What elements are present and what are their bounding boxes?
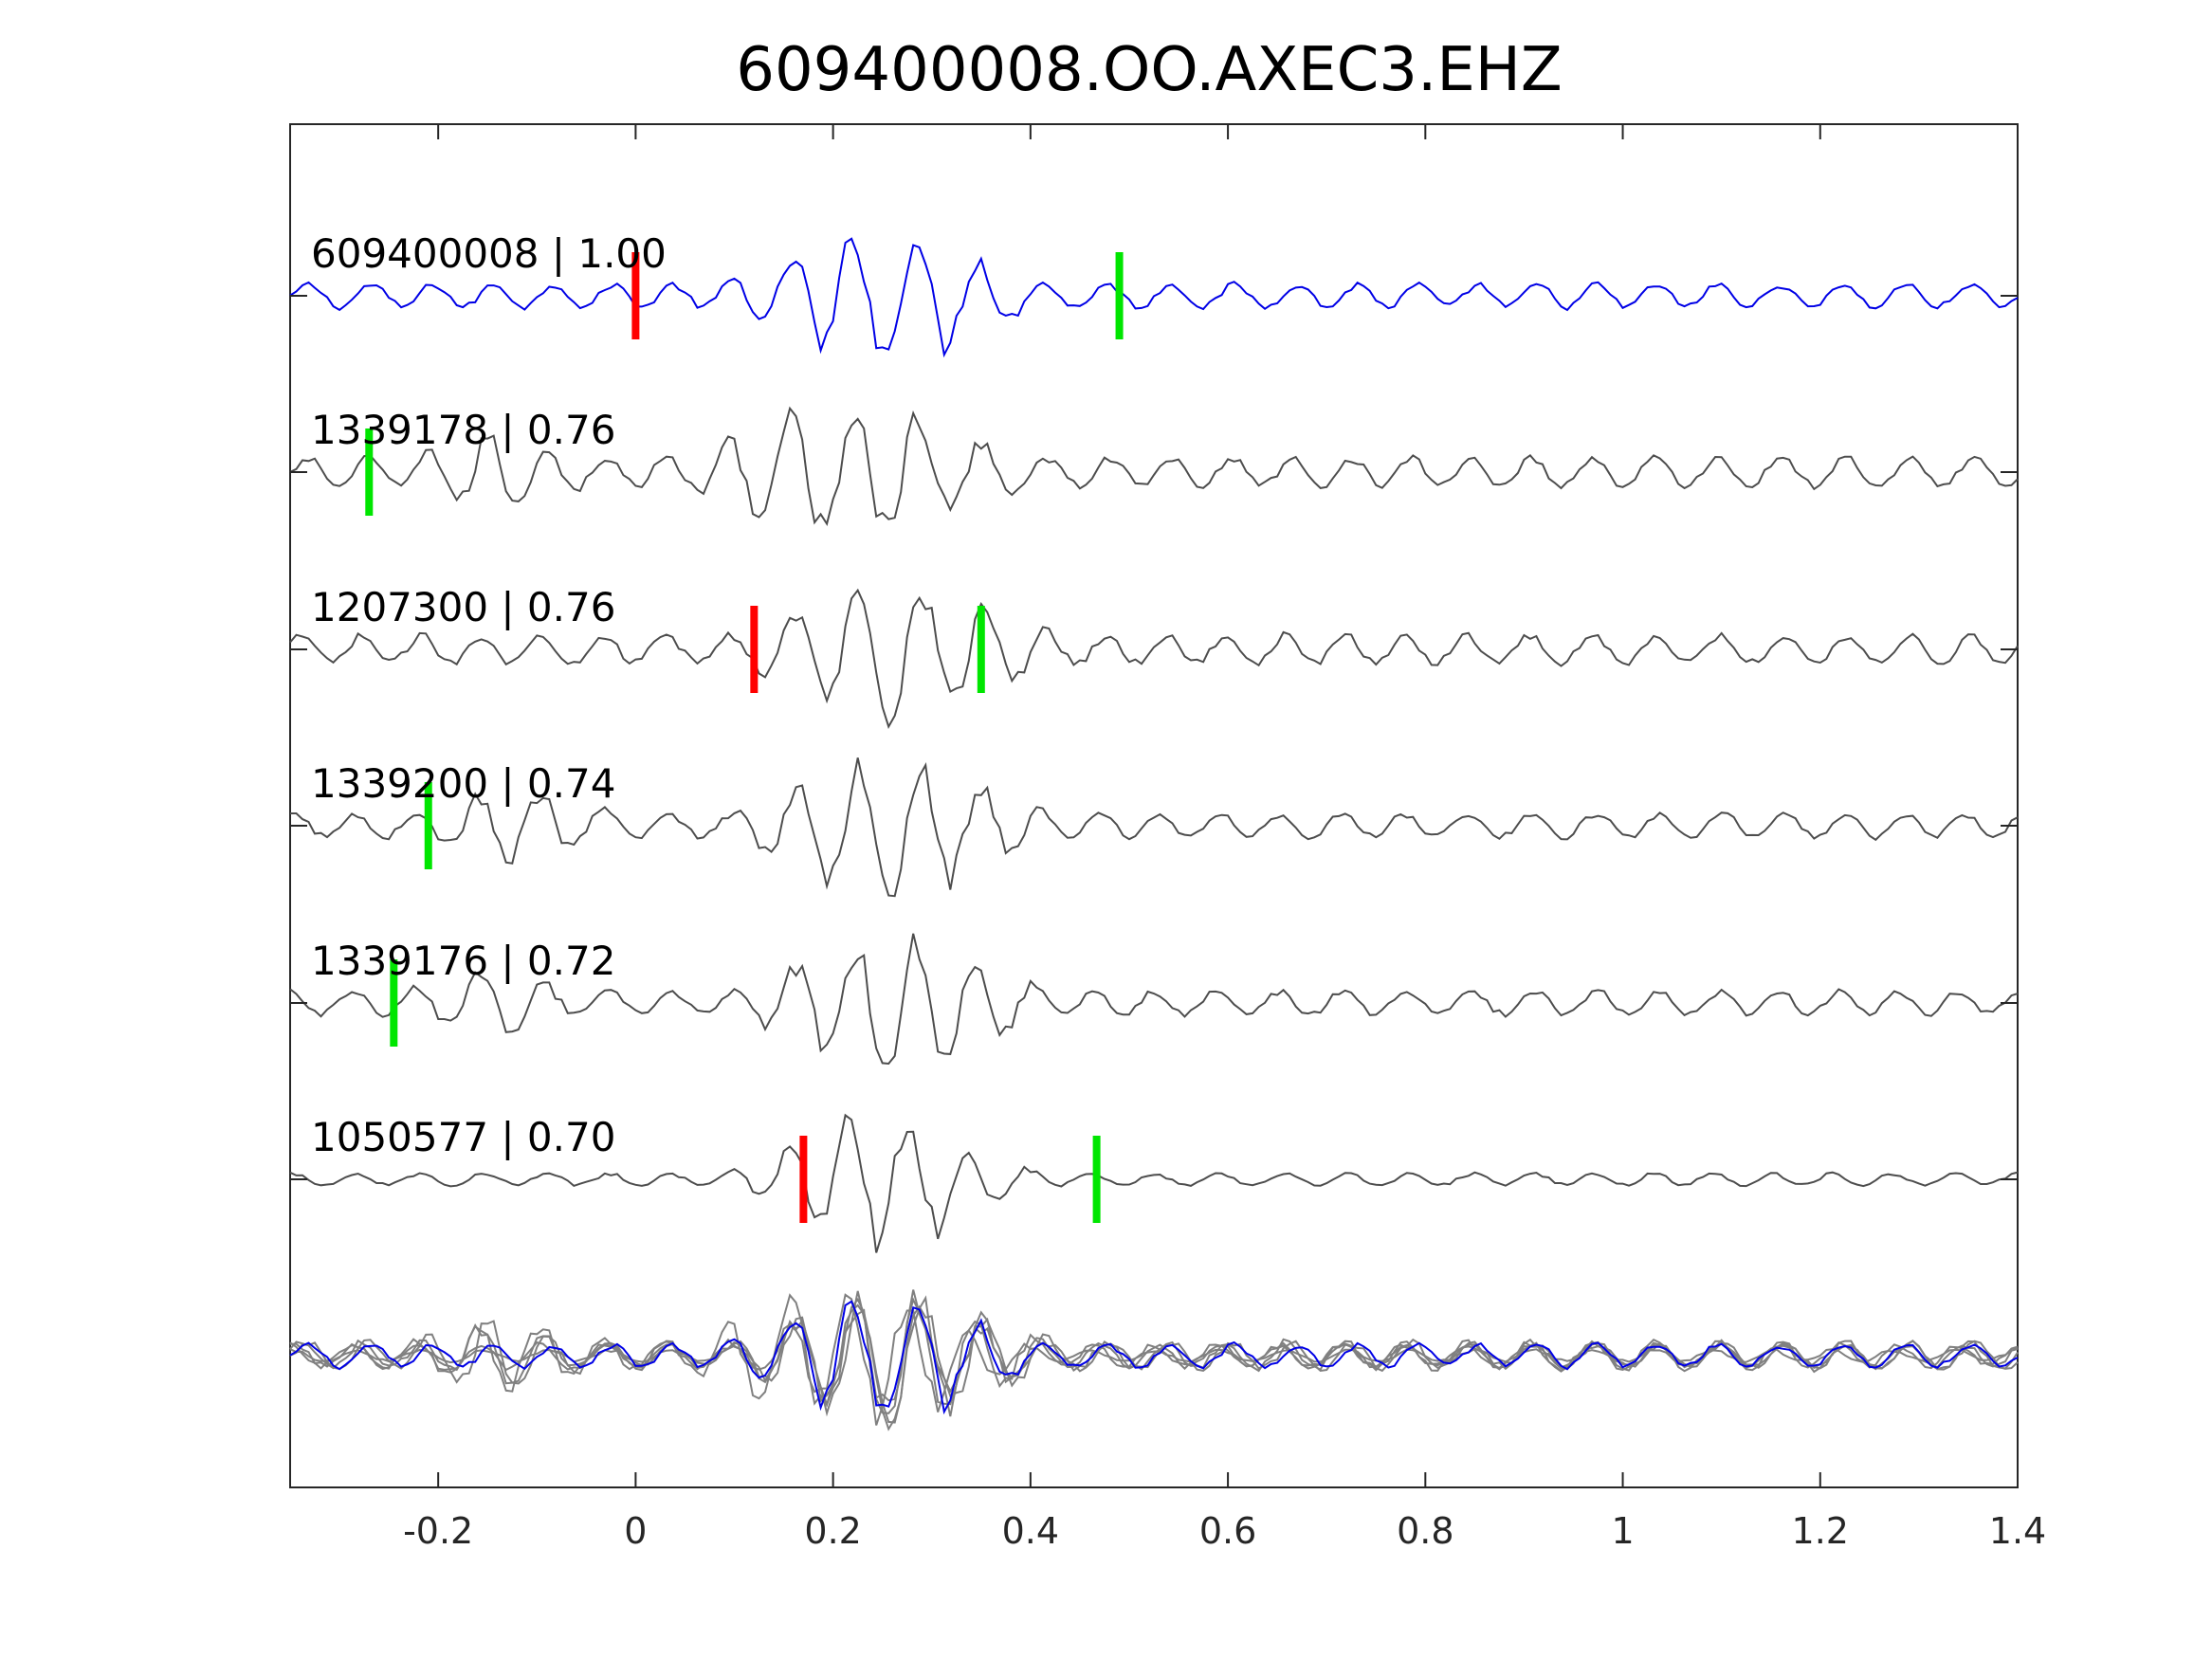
trace-label: 1339200 | 0.74 bbox=[311, 760, 615, 807]
x-axis-ticks: -0.2 0 0.2 0.4 0.6 0.8 1 1.2 1.4 bbox=[403, 124, 2046, 1552]
x-tick-label: 0 bbox=[624, 1510, 647, 1552]
x-tick-label: 0.8 bbox=[1397, 1510, 1453, 1552]
plot-frame bbox=[289, 123, 2019, 1488]
x-tick-label: 1.2 bbox=[1792, 1510, 1849, 1552]
trace-label: 609400008 | 1.00 bbox=[311, 230, 667, 277]
x-tick-label: 0.6 bbox=[1199, 1510, 1256, 1552]
overlay-trace-line bbox=[289, 1293, 2019, 1426]
x-tick-label: 1 bbox=[1611, 1510, 1634, 1552]
trace-line bbox=[290, 757, 2019, 898]
trace-line bbox=[289, 237, 2019, 358]
trace-label: 1050577 | 0.70 bbox=[311, 1114, 615, 1160]
trace-label: 1207300 | 0.76 bbox=[311, 584, 615, 630]
trace-line bbox=[289, 933, 2019, 1066]
x-tick-label: 0.2 bbox=[804, 1510, 861, 1552]
x-tick-label: -0.2 bbox=[403, 1510, 473, 1552]
trace-label: 1339178 | 0.76 bbox=[311, 407, 615, 453]
x-tick-label: 0.4 bbox=[1002, 1510, 1059, 1552]
trace-labels: 609400008 | 1.00 1339178 | 0.76 1207300 | … bbox=[311, 230, 667, 1160]
x-tick-label: 1.4 bbox=[1989, 1510, 2046, 1552]
trace-group bbox=[289, 237, 2019, 1253]
trace-line bbox=[289, 406, 2019, 526]
overlay-group bbox=[289, 1289, 2019, 1431]
chart-title: 609400008.OO.AXEC3.EHZ bbox=[736, 35, 1563, 105]
pick-markers bbox=[365, 252, 1124, 1223]
trace-line bbox=[289, 588, 2019, 729]
overlay-trace-line bbox=[289, 1297, 2019, 1431]
overlay-trace-line bbox=[289, 1300, 2019, 1415]
trace-label: 1339176 | 0.72 bbox=[311, 938, 615, 984]
trace-line bbox=[289, 1113, 2019, 1253]
